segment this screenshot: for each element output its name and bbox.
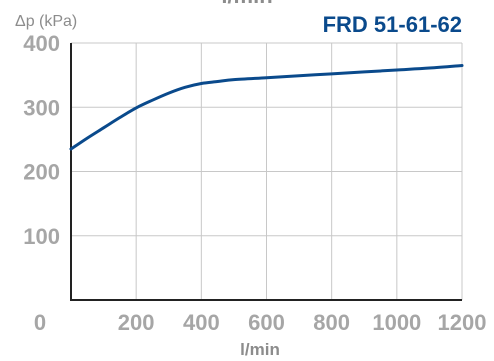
x-axis-label: l/min bbox=[240, 340, 280, 359]
y-axis-label: Δp (kPa) bbox=[15, 13, 77, 30]
axes bbox=[70, 43, 462, 301]
x-tick-label-400: 400 bbox=[183, 310, 220, 335]
series-line-0 bbox=[69, 63, 464, 151]
x-tick-label-800: 800 bbox=[313, 310, 350, 335]
x-tick-label-200: 200 bbox=[118, 310, 155, 335]
origin-label: 0 bbox=[34, 310, 46, 335]
top-cut-label: l/min bbox=[221, 0, 272, 8]
y-tick-label-200: 200 bbox=[23, 160, 60, 185]
x-tick-label-600: 600 bbox=[248, 310, 285, 335]
series-layer bbox=[69, 63, 464, 151]
x-tick-label-1000: 1000 bbox=[372, 310, 421, 335]
y-tick-label-400: 400 bbox=[23, 31, 60, 56]
chart-title: FRD 51-61-62 bbox=[323, 12, 462, 37]
grid bbox=[71, 42, 463, 300]
labels: l/min FRD 51-61-62 Δp (kPa) l/min 0 200 4… bbox=[15, 0, 486, 359]
y-tick-label-100: 100 bbox=[23, 224, 60, 249]
y-tick-label-300: 300 bbox=[23, 95, 60, 120]
x-tick-label-1200: 1200 bbox=[438, 310, 487, 335]
